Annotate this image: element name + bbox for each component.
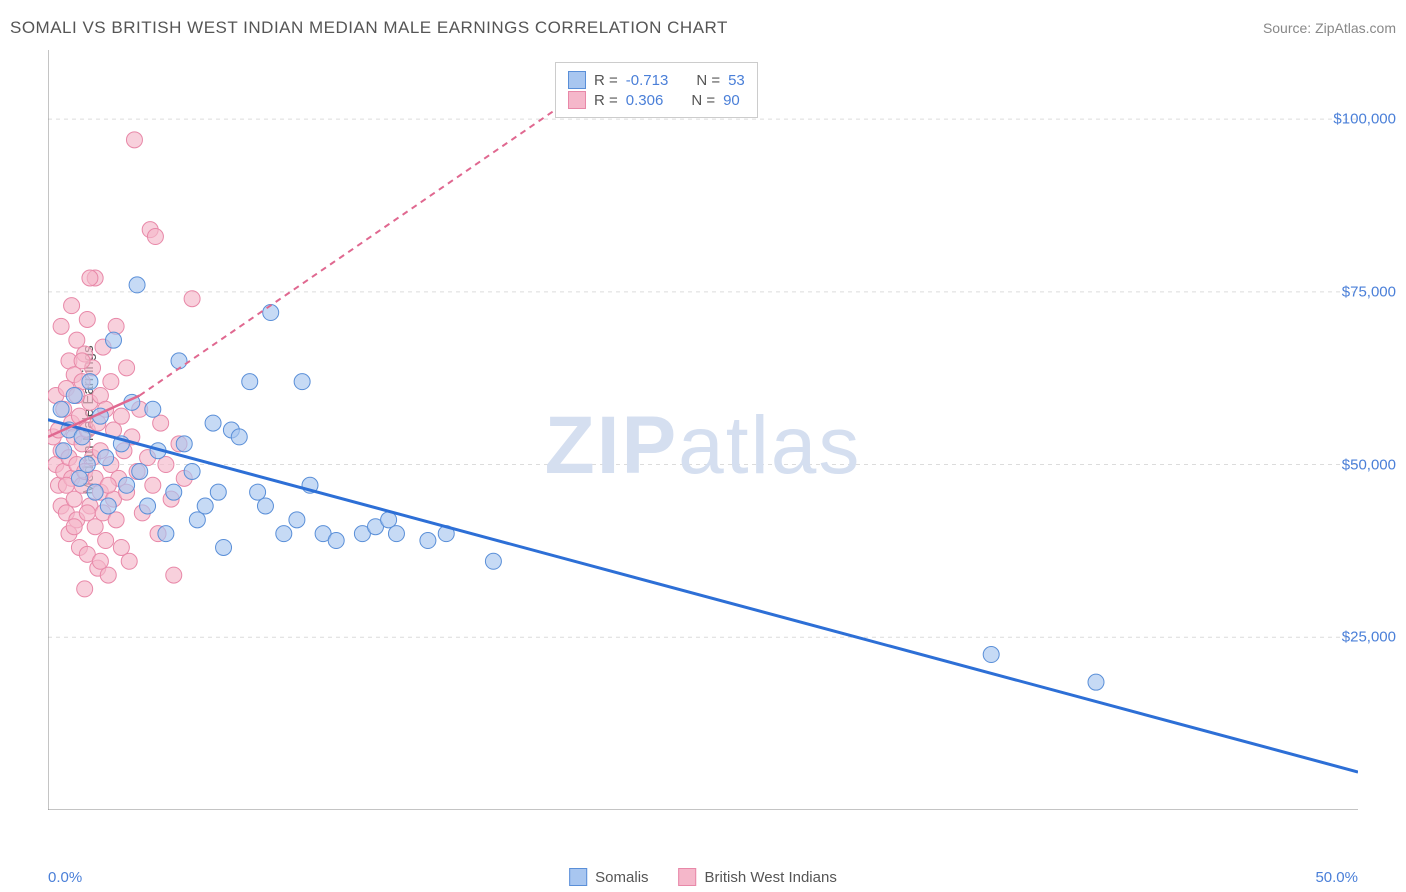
scatter-plot (48, 50, 1358, 810)
y-tick-label: $50,000 (1342, 456, 1396, 473)
chart-source: Source: ZipAtlas.com (1263, 20, 1396, 36)
legend-label: Somalis (595, 869, 648, 886)
x-tick-label: 50.0% (1315, 869, 1358, 886)
y-tick-label: $100,000 (1333, 111, 1396, 128)
swatch-icon (568, 91, 586, 109)
swatch-icon (568, 71, 586, 89)
swatch-icon (679, 868, 697, 886)
stat-r-label: R = (594, 72, 618, 89)
stats-legend-row: R = -0.713 N = 53 (568, 71, 745, 89)
correlation-stats-legend: R = -0.713 N = 53 R = 0.306 N = 90 (555, 62, 758, 118)
legend-item: Somalis (569, 868, 648, 886)
x-tick-label: 0.0% (48, 869, 82, 886)
chart-title: SOMALI VS BRITISH WEST INDIAN MEDIAN MAL… (10, 18, 728, 38)
stat-n-value: 53 (728, 72, 745, 89)
stat-r-value: -0.713 (626, 72, 669, 89)
stat-n-label: N = (696, 72, 720, 89)
legend-item: British West Indians (679, 868, 837, 886)
stat-r-label: R = (594, 92, 618, 109)
y-tick-label: $25,000 (1342, 629, 1396, 646)
y-tick-label: $75,000 (1342, 283, 1396, 300)
legend-label: British West Indians (705, 869, 837, 886)
stat-r-value: 0.306 (626, 92, 664, 109)
stats-legend-row: R = 0.306 N = 90 (568, 91, 745, 109)
stat-n-label: N = (691, 92, 715, 109)
series-legend: Somalis British West Indians (569, 868, 837, 886)
stat-n-value: 90 (723, 92, 740, 109)
swatch-icon (569, 868, 587, 886)
